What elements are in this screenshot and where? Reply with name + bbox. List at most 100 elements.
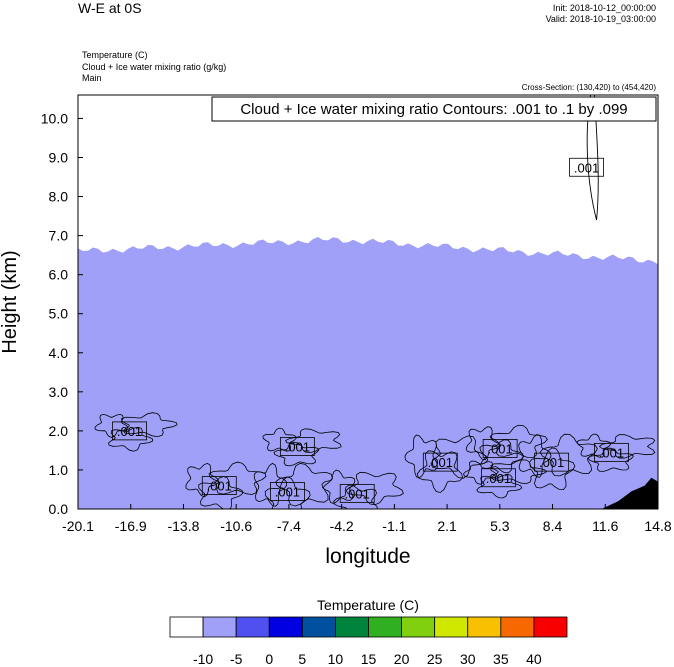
contour-info-box: Cloud + Ice water mixing ratio Contours:… <box>211 96 657 122</box>
y-tick-label: 1.0 <box>49 462 69 478</box>
contour-label: .001 <box>569 157 604 177</box>
colorbar-label: 10 <box>328 651 344 667</box>
colorbar-title: Temperature (C) <box>317 597 419 613</box>
upper-cloud-contour-line <box>586 95 599 221</box>
contour-label: .001 <box>279 437 315 456</box>
x-tick-label: 14.8 <box>644 518 671 534</box>
cloud-contour-line <box>185 462 219 498</box>
valid-time: Valid: 2018-10-19_03:00:00 <box>545 14 656 24</box>
contour-label-text: .001 <box>207 479 232 494</box>
contour-label: .001 <box>534 452 570 472</box>
colorbar-label: 5 <box>298 651 306 667</box>
contour-label-text: .001 <box>428 455 453 470</box>
contour-info-text: Cloud + Ice water mixing ratio Contours:… <box>240 101 627 118</box>
x-tick-label: -10.6 <box>220 518 252 534</box>
cloud-contour-line <box>208 461 267 495</box>
cloud-contour-line <box>576 433 612 458</box>
y-tick-label: 2.0 <box>49 423 69 439</box>
colorbar-swatch <box>401 616 436 638</box>
contour-label: .001 <box>112 421 147 441</box>
contour-label: .001 <box>482 439 518 458</box>
terrain-shape <box>601 477 658 509</box>
contour-label-text: .001 <box>117 424 142 439</box>
cloud-contour-line <box>94 413 129 438</box>
colorbar-label: -5 <box>230 651 243 667</box>
cloud-contour-line <box>262 427 297 452</box>
x-tick-label: -7.4 <box>277 518 301 534</box>
cloud-contour-line <box>198 476 244 509</box>
contour-label-text: .001 <box>275 484 300 499</box>
cloud-contour-line <box>121 412 178 438</box>
y-tick-label: 7.0 <box>49 228 69 244</box>
contour-label-box <box>482 439 518 458</box>
cloud-contour-line <box>430 435 489 479</box>
cloud-ice-contour-layer <box>94 95 656 509</box>
temperature-fill-layer <box>78 237 658 509</box>
cloud-contour-line <box>333 484 378 509</box>
x-tick-label: 8.4 <box>543 518 563 534</box>
colorbar-swatch <box>301 616 336 638</box>
colorbar-swatch <box>467 616 502 638</box>
cross-section-label: Cross-Section: (130,420) to (454,420) <box>521 83 656 92</box>
x-tick-label: -16.9 <box>115 518 147 534</box>
y-tick-label: 10.0 <box>41 110 68 126</box>
colorbar-label: 0 <box>265 651 273 667</box>
contour-label-text: .001 <box>487 441 512 456</box>
cloud-contour-line <box>489 424 548 459</box>
cloud-contour-line <box>479 439 525 474</box>
cloud-contour-line <box>275 462 333 507</box>
plot-title: W-E at 0S <box>78 0 142 16</box>
cloud-contour-line <box>465 426 500 461</box>
x-tick-label: -20.1 <box>62 518 94 534</box>
x-tick-label: 11.6 <box>592 518 618 534</box>
y-tick-label: 6.0 <box>49 267 69 283</box>
colorbar-swatch <box>169 616 204 638</box>
x-axis-label: longitude <box>325 545 410 568</box>
cloud-contour-line <box>404 434 438 479</box>
contour-label-box <box>422 452 458 472</box>
contour-label-box <box>534 452 570 472</box>
contour-label-text: .001 <box>486 471 511 486</box>
cloud-contour-line <box>273 441 320 467</box>
contour-label: .001 <box>481 468 516 488</box>
colorbar-swatch <box>434 616 469 638</box>
contour-label: .001 <box>422 452 458 472</box>
cloud-contour-line <box>416 450 464 493</box>
colorbar-label: 40 <box>526 651 542 667</box>
cloud-contour-line <box>345 471 404 506</box>
y-tick-label: 9.0 <box>49 149 69 165</box>
colorbar-swatch <box>500 616 535 638</box>
colorbar-label: 35 <box>493 651 509 667</box>
contour-label-box <box>269 482 305 501</box>
contour-label-text: .001 <box>285 440 310 455</box>
contour-info-frame <box>211 96 657 122</box>
contour-label-text: .001 <box>574 160 599 175</box>
contour-label-box <box>481 468 516 488</box>
y-axis-label: Height (km) <box>0 250 21 353</box>
colorbar-label: 15 <box>361 651 377 667</box>
x-tick-label: -1.1 <box>382 518 406 534</box>
cloud-contour-line <box>476 474 523 499</box>
x-tick-label: 5.3 <box>490 518 510 534</box>
colorbar-label: 20 <box>394 651 410 667</box>
cloud-contour-line <box>587 447 634 472</box>
colorbar-label: 25 <box>427 651 443 667</box>
field-line-main: Main <box>82 73 102 83</box>
colorbar-swatch <box>202 616 237 638</box>
y-tick-label: 0.0 <box>49 501 69 517</box>
y-tick-label: 5.0 <box>49 306 69 322</box>
contour-label-box <box>279 437 315 456</box>
colorbar-swatch <box>235 616 270 638</box>
cloud-contour-line <box>264 476 311 509</box>
x-tick-label: -4.2 <box>330 518 354 534</box>
colorbar-label: -10 <box>193 651 213 667</box>
cloud-contour-line <box>321 469 356 504</box>
init-time: Init: 2018-10-12_00:00:00 <box>552 3 656 13</box>
cloud-contour-line <box>285 428 342 454</box>
contour-label-box <box>112 421 147 441</box>
cloud-contour-line <box>463 460 498 485</box>
contour-label-box <box>201 476 237 495</box>
y-tick-label: 3.0 <box>49 384 69 400</box>
colorbar-swatch <box>335 616 369 638</box>
